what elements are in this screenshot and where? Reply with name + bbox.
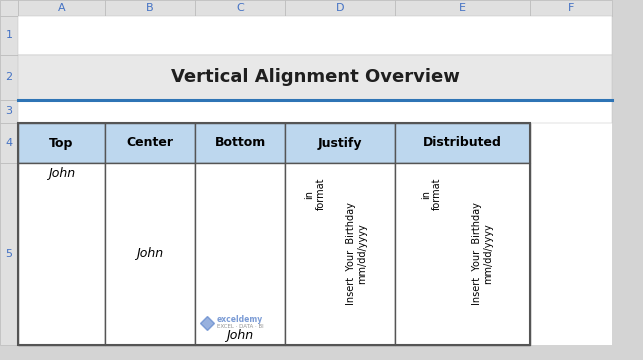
Text: B: B — [146, 3, 154, 13]
Text: in
format: in format — [421, 178, 442, 211]
Bar — [395, 163, 530, 345]
Text: 4: 4 — [5, 138, 13, 148]
Text: E: E — [459, 3, 466, 13]
Text: Insert  Your  Birthday
mm/dd/yyyy: Insert Your Birthday mm/dd/yyyy — [346, 203, 367, 305]
Text: Distributed: Distributed — [423, 136, 502, 149]
Text: D: D — [336, 3, 344, 13]
Bar — [285, 163, 395, 345]
Text: 2: 2 — [5, 72, 13, 82]
Bar — [285, 123, 395, 163]
Text: Bottom: Bottom — [214, 136, 266, 149]
Text: Insert  Your  Birthday
mm/dd/yyyy: Insert Your Birthday mm/dd/yyyy — [472, 203, 494, 305]
Text: John: John — [48, 166, 75, 180]
Text: Center: Center — [127, 136, 174, 149]
Text: 3: 3 — [6, 107, 12, 117]
Bar — [18, 163, 105, 345]
Text: exceldemy: exceldemy — [217, 315, 263, 324]
Bar — [0, 55, 18, 100]
Text: Justify: Justify — [318, 136, 362, 149]
Bar — [18, 0, 105, 16]
Bar — [0, 0, 18, 16]
Text: Top: Top — [50, 136, 74, 149]
Text: C: C — [236, 3, 244, 13]
Bar — [18, 123, 530, 345]
Text: A: A — [58, 3, 66, 13]
Bar — [18, 55, 612, 100]
Text: 5: 5 — [6, 249, 12, 259]
Bar — [395, 123, 530, 163]
Bar — [0, 123, 18, 163]
Text: John: John — [226, 328, 253, 342]
Bar — [195, 163, 285, 345]
Text: John: John — [136, 248, 163, 261]
Bar — [195, 123, 285, 163]
Bar — [105, 163, 195, 345]
Bar — [195, 0, 285, 16]
Bar — [105, 123, 195, 163]
Bar — [18, 123, 105, 163]
Bar — [285, 0, 395, 16]
Text: EXCEL · DATA · BI: EXCEL · DATA · BI — [217, 324, 264, 329]
Bar — [530, 0, 612, 16]
Bar — [0, 163, 18, 345]
Text: 1: 1 — [6, 31, 12, 40]
Bar — [395, 0, 530, 16]
Bar — [105, 0, 195, 16]
Text: F: F — [568, 3, 574, 13]
Bar — [18, 100, 612, 123]
Bar — [0, 100, 18, 123]
Bar — [18, 16, 612, 55]
Text: in
format: in format — [304, 178, 325, 211]
Text: Vertical Alignment Overview: Vertical Alignment Overview — [170, 68, 460, 86]
Bar — [0, 16, 18, 55]
